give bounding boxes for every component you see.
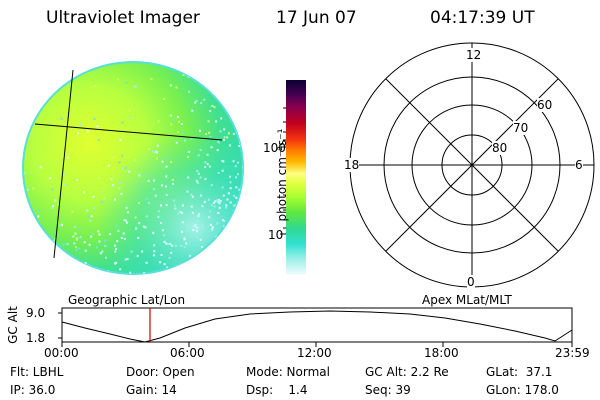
colorbar-unit-label: photon cm⁻²s⁻¹ xyxy=(275,128,289,222)
orbit-x-tick-1800: 18:00 xyxy=(424,346,459,360)
info-gain: Gain: 14 xyxy=(126,383,177,397)
orbit-plot xyxy=(58,307,573,347)
orbit-frame xyxy=(61,307,573,343)
orbit-x-tick-0000: 00:00 xyxy=(44,346,79,360)
polar-label-80: 80 xyxy=(492,141,508,155)
time-label: 04:17:39 UT xyxy=(430,8,535,28)
apex-caption: Apex MLat/MLT xyxy=(422,293,512,307)
colorbar-label-10: 10 xyxy=(268,228,284,242)
earth-glow xyxy=(23,62,243,274)
orbit-x-tick-2359: 23:59 xyxy=(555,346,590,360)
orbit-y-tick-bottom: 1.8 xyxy=(26,331,46,345)
colorbar-label-100: 100 xyxy=(263,141,286,155)
info-glat: GLat: 37.1 xyxy=(486,365,553,379)
orbit-y-axis-label: GC Alt xyxy=(6,306,20,344)
info-seq: Seq: 39 xyxy=(365,383,411,397)
info-gc-alt: GC Alt: 2.2 Re xyxy=(365,365,449,379)
info-filter: Flt: LBHL xyxy=(10,365,64,379)
info-mode: Mode: Normal xyxy=(246,365,330,379)
orbit-y-tick-top: 9.0 xyxy=(26,306,46,320)
polar-diagonal-2 xyxy=(385,78,559,252)
colorbar-scale xyxy=(286,80,306,275)
info-door: Door: Open xyxy=(126,365,195,379)
date-label: 17 Jun 07 xyxy=(276,8,357,28)
geo-caption: Geographic Lat/Lon xyxy=(68,293,186,307)
app-title: Ultraviolet Imager xyxy=(46,8,200,28)
polar-label-6: 6 xyxy=(575,158,583,172)
geo-lon-line xyxy=(53,69,74,259)
uv-image xyxy=(22,61,244,275)
info-dsp: Dsp: 1.4 xyxy=(246,383,308,397)
polar-label-70: 70 xyxy=(513,121,529,135)
geo-lat-line xyxy=(34,123,223,141)
orbit-x-tick-1200: 12:00 xyxy=(297,346,332,360)
info-glon: GLon: 178.0 xyxy=(486,383,559,397)
polar-label-0: 0 xyxy=(467,275,475,289)
info-ip: IP: 36.0 xyxy=(10,383,56,397)
polar-plot xyxy=(349,42,595,288)
polar-label-18: 18 xyxy=(344,158,360,172)
orbit-x-tick-0600: 06:00 xyxy=(170,346,205,360)
orbit-altitude-curve xyxy=(61,310,573,343)
colorbar xyxy=(280,80,306,275)
polar-label-12: 12 xyxy=(466,48,482,62)
polar-label-60: 60 xyxy=(537,98,553,112)
